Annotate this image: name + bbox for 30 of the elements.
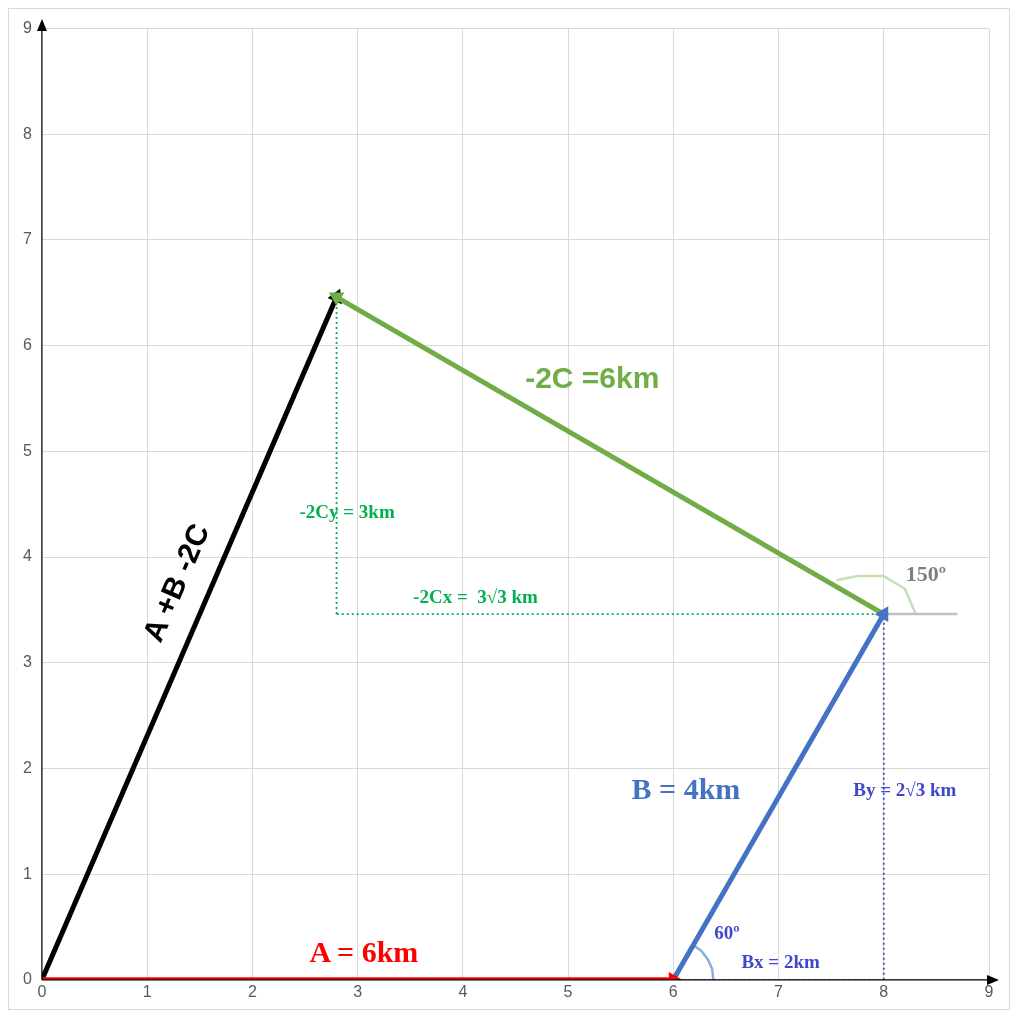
x-tick-label: 6 xyxy=(668,982,678,1000)
y-tick-label: 0 xyxy=(22,970,32,988)
x-tick-label: 2 xyxy=(247,982,257,1000)
x-tick-label: 0 xyxy=(37,982,47,1000)
annotation: -2Cx = 3√3 km xyxy=(413,586,538,608)
annotation: B = 4km xyxy=(631,772,741,806)
y-tick-label: 8 xyxy=(22,124,32,142)
y-tick-label: 2 xyxy=(22,758,32,776)
annotation: 60º xyxy=(714,922,740,944)
y-tick-label: 3 xyxy=(22,653,32,671)
x-tick-label: 7 xyxy=(774,982,784,1000)
annotation: By = 2√3 km xyxy=(853,778,957,800)
x-tick-label: 3 xyxy=(353,982,363,1000)
x-tick-label: 5 xyxy=(563,982,573,1000)
annotation: 150º xyxy=(905,560,946,586)
y-tick-label: 7 xyxy=(22,230,32,248)
x-tick-label: 1 xyxy=(142,982,152,1000)
annotation: A +B -2C xyxy=(135,518,216,647)
annotation: -2C =6km xyxy=(525,360,660,394)
y-tick-label: 6 xyxy=(22,336,32,354)
y-tick-label: 4 xyxy=(22,547,32,565)
x-tick-label: 4 xyxy=(458,982,468,1000)
annotation: Bx = 2km xyxy=(741,950,820,972)
y-tick-label: 9 xyxy=(22,19,32,37)
x-tick-label: 9 xyxy=(984,982,994,1000)
y-tick-label: 1 xyxy=(22,864,32,882)
x-tick-label: 8 xyxy=(879,982,889,1000)
y-tick-label: 5 xyxy=(22,441,32,459)
annotation: -2Cy = 3km xyxy=(299,500,395,522)
annotation: A = 6km xyxy=(309,935,419,969)
